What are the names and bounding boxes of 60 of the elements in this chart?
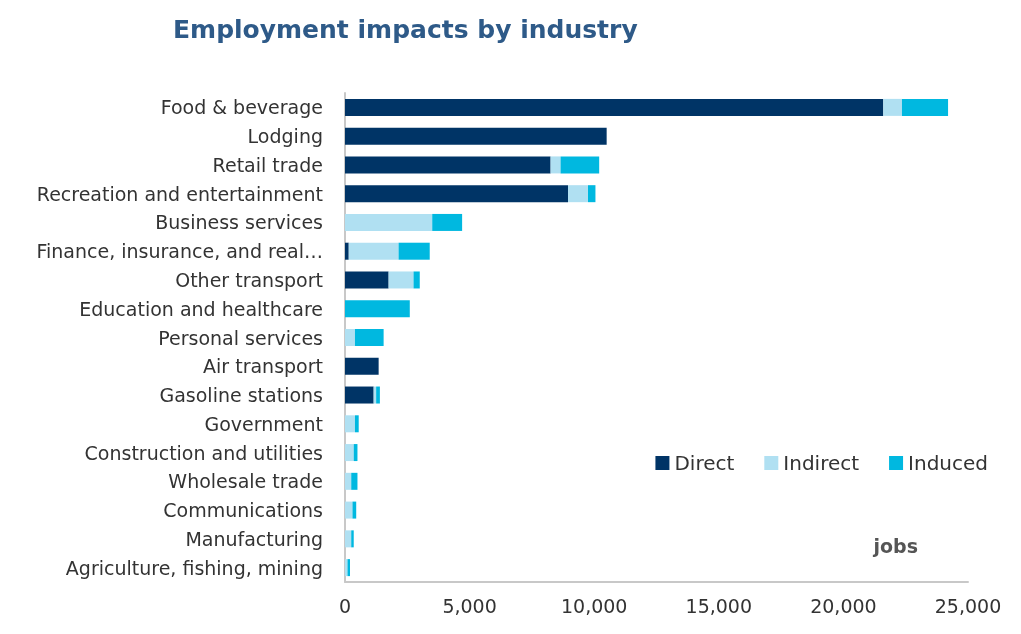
y-tick-label: Personal services (158, 326, 323, 349)
legend-label: Indirect (783, 451, 860, 475)
y-tick-label: Finance, insurance, and real… (36, 240, 323, 263)
y-tick-label: Lodging (247, 125, 323, 148)
bar (901, 98, 949, 116)
bar (345, 501, 353, 519)
x-tick-label: 5,000 (442, 594, 497, 617)
bar (351, 530, 354, 548)
x-tick-label: 15,000 (685, 594, 753, 617)
bar (345, 127, 607, 145)
bar (345, 271, 389, 289)
y-tick-label: Retail trade (212, 153, 323, 176)
bar (345, 357, 379, 375)
y-tick-label: Communications (163, 499, 323, 522)
y-tick-label: Air transport (203, 355, 323, 378)
bar (345, 386, 374, 404)
bar (568, 185, 588, 203)
x-tick-label: 25,000 (934, 594, 1002, 617)
y-tick-label: Recreation and entertainment (36, 182, 323, 205)
bar (345, 98, 884, 116)
bar (351, 472, 358, 490)
bar (345, 530, 352, 548)
y-tick-label: Business services (155, 211, 323, 234)
bar (345, 156, 551, 174)
bar (354, 329, 384, 346)
bar (550, 156, 561, 174)
bar (352, 501, 357, 519)
bar (883, 98, 902, 116)
bar (398, 242, 430, 260)
bar (345, 213, 433, 231)
y-tick-label: Agriculture, fishing, mining (65, 556, 323, 579)
y-tick-label: Food & beverage (160, 96, 323, 119)
bar (348, 242, 399, 260)
x-tick-label: 20,000 (810, 594, 877, 617)
bar (354, 415, 359, 433)
legend-label: Induced (908, 451, 989, 475)
bar (560, 156, 600, 174)
x-tick-label: 0 (338, 594, 352, 617)
bar (345, 329, 355, 346)
chart-title: Employment impacts by industry (173, 15, 638, 44)
bar (345, 415, 355, 433)
y-tick-label: Wholesale trade (168, 470, 323, 493)
y-tick-label: Other transport (175, 268, 323, 291)
bar (587, 185, 596, 203)
bar (413, 271, 420, 289)
y-tick-label: Manufacturing (185, 527, 323, 550)
legend-label: Direct (674, 451, 735, 475)
y-tick-label: Government (204, 412, 323, 435)
y-tick-label: Construction and utilities (84, 441, 323, 464)
bar (345, 472, 352, 490)
annotation: jobs (872, 534, 919, 557)
bar (345, 444, 354, 462)
x-tick-label: 10,000 (560, 594, 628, 617)
bar (345, 185, 569, 203)
y-tick-label: Gasoline stations (159, 384, 323, 407)
y-tick-label: Education and healthcare (79, 297, 323, 320)
bar (345, 300, 410, 318)
bar (345, 242, 349, 260)
bar (388, 271, 414, 289)
bar (432, 213, 463, 231)
